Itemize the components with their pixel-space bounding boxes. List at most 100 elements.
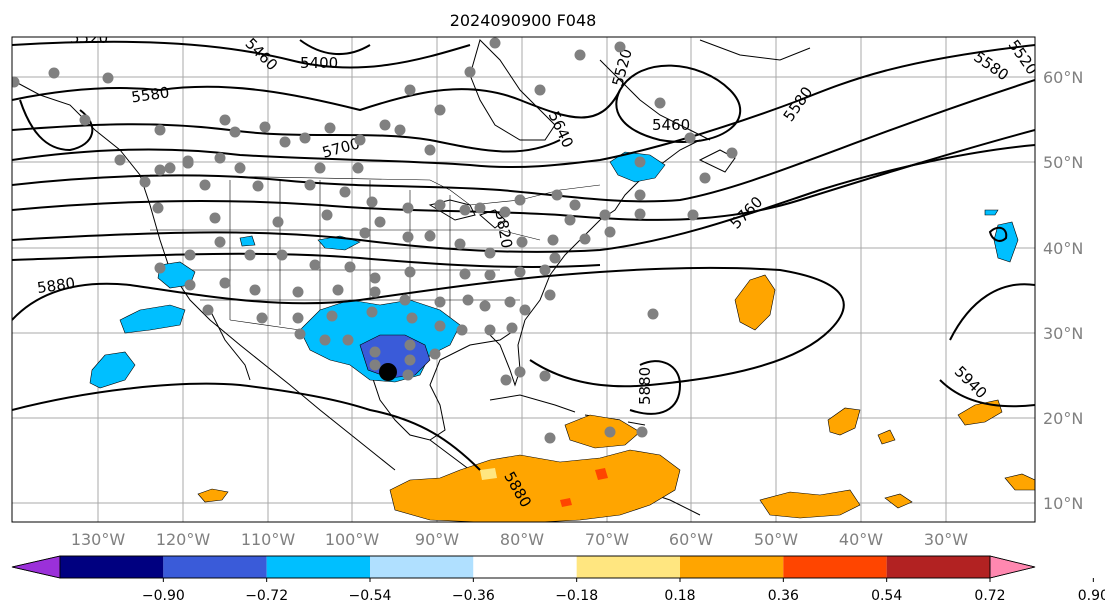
colorbar-segment [886,556,990,578]
longitude-label: 130°W [71,530,126,549]
station-dot [654,97,666,109]
map-panel: 5520 5400 5460 5580 5700 5520 5640 5460 … [12,29,1035,522]
station-dot [404,339,416,351]
station-dot [399,294,411,306]
station-dot [569,199,581,211]
station-dot [604,426,616,438]
colorbar: −0.90 −0.72 −0.54 −0.36 −0.18 0.18 0.36 0.54 0.7… [11,555,1105,604]
colorbar-tick-label: 0.72 [974,588,1005,604]
station-dot [614,41,626,53]
latitude-label: 50°N [1043,153,1083,172]
colorbar-tick-label: −0.72 [245,588,288,604]
longitude-label: 110°W [241,530,296,549]
station-dot [454,238,466,250]
latitude-label: 20°N [1043,409,1083,428]
colorbar-tick-label: 0.36 [768,588,799,604]
station-dot [324,122,336,134]
station-dot [369,272,381,284]
station-dot [352,162,364,174]
station-dot [726,147,738,159]
station-dot [279,136,291,148]
station-dot [406,312,418,324]
station-dot [309,259,321,271]
station-dot [342,334,354,346]
station-dot [249,284,261,296]
station-dot [514,366,526,378]
latitude-label: 10°N [1043,494,1083,513]
station-dot [434,104,446,116]
station-dot [539,370,551,382]
longitude-label: 90°W [415,530,459,549]
longitude-label: 120°W [156,530,211,549]
contour-label: 5520 [70,29,108,47]
station-dot [456,324,468,336]
station-dot [332,284,344,296]
colorbar-tick-label: 0.18 [664,588,695,604]
station-dot [154,262,166,274]
station-dot [366,306,378,318]
station-dot [404,354,416,366]
colorbar-segment [163,556,267,578]
station-dot [519,304,531,316]
station-dot [504,296,516,308]
station-dot [379,119,391,131]
longitude-label: 60°W [669,530,713,549]
station-dot [516,236,528,248]
longitude-label: 40°W [839,530,883,549]
station-dot [209,212,221,224]
colorbar-tick-label: 0.54 [871,588,902,604]
graticule [12,37,1035,522]
station-dot [500,374,512,386]
station-dot [604,226,616,238]
map-frame [11,36,1036,523]
station-dot [404,84,416,96]
station-dot [359,227,371,239]
colorbar-segment [576,556,680,578]
station-dot [429,348,441,360]
station-dot [272,216,284,228]
longitude-label: 80°W [500,530,544,549]
station-dot [229,126,241,138]
latitude-label: 40°N [1043,239,1083,258]
longitude-label: 70°W [585,530,629,549]
contour-label: 5460 [652,116,690,134]
colorbar-segment [680,556,784,578]
station-dot [499,206,511,218]
station-dot [634,189,646,201]
colorbar-segment [473,556,577,578]
station-dot [484,324,496,336]
station-dot [489,37,501,49]
station-dot [276,249,288,261]
station-dot [292,312,304,324]
station-dot [434,199,446,211]
storm-center-marker [379,363,397,381]
station-dot [152,202,164,214]
station-dot [434,320,446,332]
station-dot [102,72,114,84]
colorbar-segment [370,556,474,578]
station-dot [462,294,474,306]
station-dot [304,179,316,191]
station-dot [164,162,176,174]
station-dot [244,249,256,261]
station-dot [424,230,436,242]
contour-label: 5880 [636,367,654,405]
station-dot [299,132,311,144]
station-dot [534,84,546,96]
station-dot [459,204,471,216]
station-dot [634,156,646,168]
station-dot [459,268,471,280]
station-dot [544,289,556,301]
station-dot [234,162,246,174]
station-dot [344,261,356,273]
longitude-label: 30°W [924,530,968,549]
station-dot [599,209,611,221]
longitude-label: 50°W [754,530,798,549]
station-dot [394,124,406,136]
station-dot [484,247,496,259]
station-dot [256,312,268,324]
station-dot [579,233,591,245]
station-dot [252,180,264,192]
colorbar-segment [266,556,370,578]
